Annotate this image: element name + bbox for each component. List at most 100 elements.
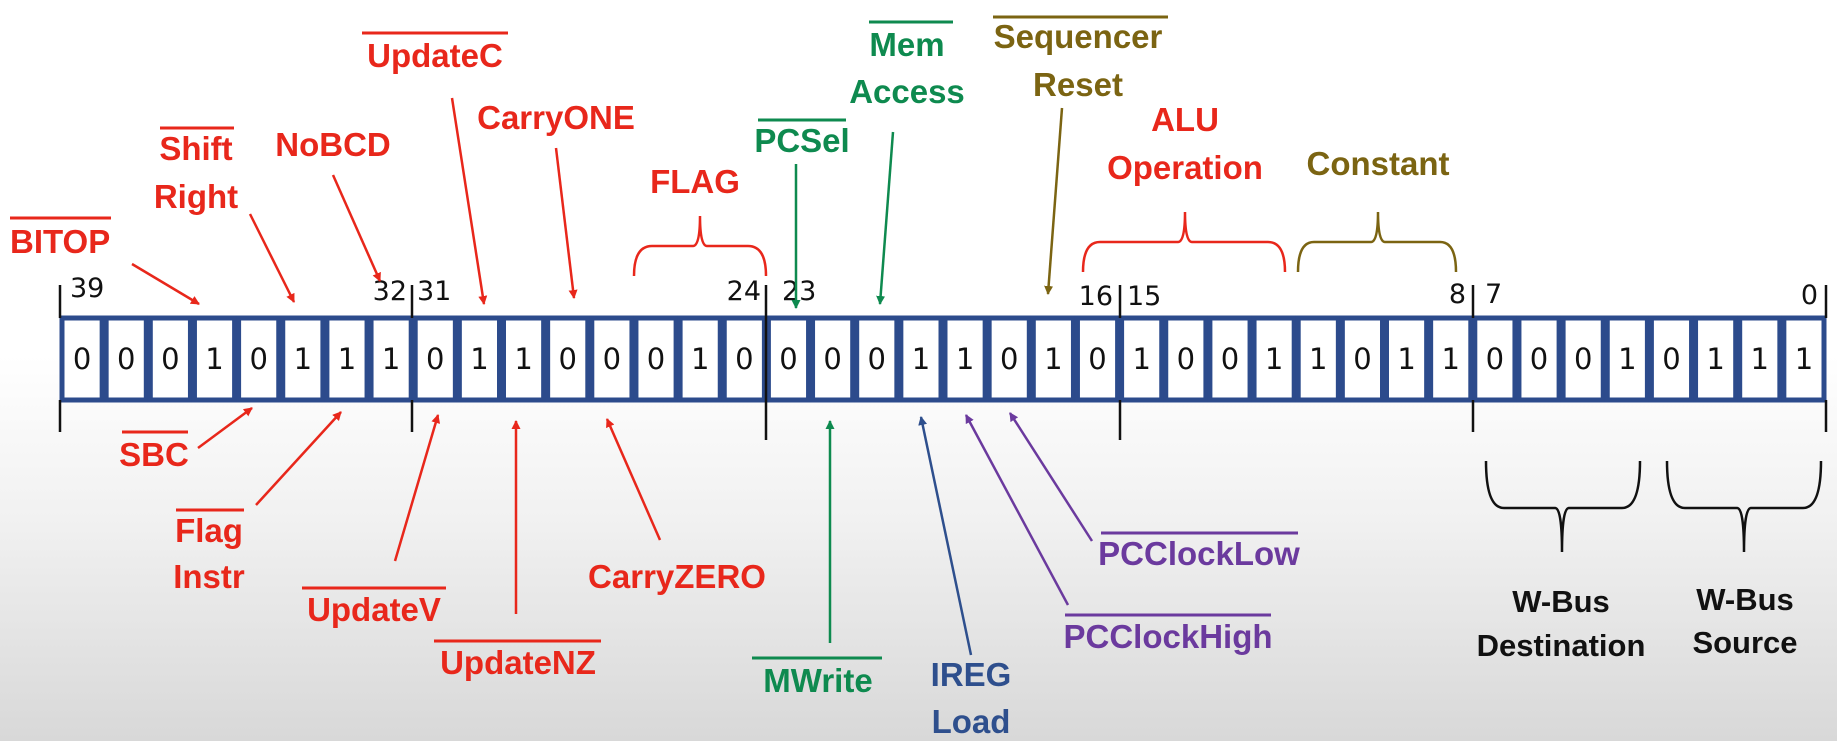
arrow-mem-access <box>876 131 895 305</box>
bit-number-32: 32 <box>373 276 407 307</box>
bit-number-39: 39 <box>70 273 104 304</box>
bit-cell-23 <box>765 315 812 403</box>
wbus-labels: W-Bus Destination W-Bus Source <box>1477 582 1798 663</box>
bit-value-19: 1 <box>956 342 974 376</box>
bit-cell-5 <box>1560 315 1606 403</box>
bit-cell-26 <box>633 315 679 403</box>
bit-value-4: 1 <box>1618 342 1636 376</box>
label-wbus-source-line1: W-Bus <box>1696 582 1794 617</box>
bit-cell-16 <box>1074 315 1121 403</box>
bit-value-13: 0 <box>1221 342 1239 376</box>
bit-cell-10 <box>1339 315 1385 403</box>
arrow-nobcd <box>331 174 382 282</box>
label-shift-right-line2: Right <box>154 178 238 215</box>
bit-index-numbers: 39 32 31 24 23 16 15 8 7 0 <box>70 273 1818 312</box>
bit-value-10: 0 <box>1353 342 1371 376</box>
label-updatev: UpdateV <box>307 591 441 628</box>
red-labels-bottom: SBC Flag Instr UpdateV UpdateNZ CarryZER… <box>119 430 766 681</box>
bit-value-11: 1 <box>1309 342 1327 376</box>
label-carryzero: CarryZERO <box>588 558 766 595</box>
label-carryone: CarryONE <box>477 99 635 136</box>
arrow-carryone <box>554 147 578 299</box>
label-flag: FLAG <box>650 163 740 200</box>
label-ireg-load-line2: Load <box>932 703 1011 740</box>
top-braces <box>632 211 1458 277</box>
bit-number-24: 24 <box>727 276 761 307</box>
bit-cell-30 <box>456 315 503 403</box>
bottom-arrows <box>197 406 1094 656</box>
bit-value-21: 0 <box>868 342 886 376</box>
bit-cell-1 <box>1737 315 1783 403</box>
brace-wbus-source <box>1665 460 1823 553</box>
bit-number-7: 7 <box>1485 279 1502 310</box>
bit-cell-27 <box>589 315 635 403</box>
label-alu-operation-line1: ALU <box>1151 101 1219 138</box>
label-mwrite: MWrite <box>763 662 872 699</box>
bit-cell-28 <box>545 315 591 403</box>
bit-cell-2 <box>1693 315 1739 403</box>
bit-number-16: 16 <box>1079 281 1113 312</box>
bit-value-18: 0 <box>1000 342 1018 376</box>
bit-value-25: 1 <box>691 342 709 376</box>
bit-value-16: 0 <box>1088 342 1106 376</box>
label-wbus-destination-line1: W-Bus <box>1512 584 1610 619</box>
bit-number-0: 0 <box>1801 280 1818 311</box>
brace-alu-operation <box>1081 211 1287 273</box>
bit-cell-36 <box>191 315 238 403</box>
label-sequencer-reset-line1: Sequencer <box>994 18 1163 55</box>
bit-value-39: 0 <box>73 342 91 376</box>
bit-cell-17 <box>1030 315 1076 403</box>
label-updatenz: UpdateNZ <box>440 644 596 681</box>
bit-cell-6 <box>1516 315 1562 403</box>
bit-value-34: 1 <box>294 342 312 376</box>
bit-value-22: 0 <box>823 342 841 376</box>
label-nobcd: NoBCD <box>275 126 390 163</box>
label-sbc: SBC <box>119 436 189 473</box>
arrow-sbc <box>197 406 253 450</box>
bit-value-0: 1 <box>1795 342 1813 376</box>
red-labels-top: BITOP Shift Right NoBCD UpdateC CarryONE… <box>10 31 1263 260</box>
bit-cell-11 <box>1295 315 1341 403</box>
bit-cell-3 <box>1648 315 1695 403</box>
label-mem-access-line1: Mem <box>869 26 944 63</box>
bit-value-15: 1 <box>1132 342 1150 376</box>
bit-value-9: 1 <box>1397 342 1415 376</box>
bit-value-23: 0 <box>779 342 797 376</box>
arrow-updatev <box>393 414 441 562</box>
color-labels-bottom: MWrite IREG Load PCClockHigh PCClockLow <box>752 531 1300 740</box>
bit-cell-13 <box>1207 315 1253 403</box>
arrow-updatec <box>450 97 488 305</box>
arrow-sequencer-reset <box>1044 107 1064 295</box>
arrow-pcclocklow <box>1008 412 1094 542</box>
arrow-shift-right <box>248 213 296 303</box>
bit-cell-21 <box>854 315 900 403</box>
bit-value-2: 1 <box>1706 342 1724 376</box>
bit-value-8: 1 <box>1441 342 1459 376</box>
bit-cell-37 <box>147 315 193 403</box>
green-olive-labels-top: PCSel Mem Access Sequencer Reset Constan… <box>754 15 1450 182</box>
bit-value-3: 0 <box>1662 342 1680 376</box>
label-wbus-destination-line2: Destination <box>1477 628 1646 663</box>
label-alu-operation-line2: Operation <box>1107 149 1263 186</box>
bit-number-8: 8 <box>1449 279 1466 310</box>
bit-cell-25 <box>677 315 723 403</box>
bit-value-14: 0 <box>1177 342 1195 376</box>
bit-value-33: 1 <box>338 342 356 376</box>
label-updatec: UpdateC <box>367 37 503 74</box>
bit-value-20: 1 <box>912 342 930 376</box>
bit-cell-24 <box>721 315 767 403</box>
bottom-braces <box>1484 460 1823 553</box>
bit-cell-4 <box>1604 315 1650 403</box>
arrow-ireg-load <box>918 416 973 656</box>
brace-flag <box>632 215 768 277</box>
bit-value-30: 1 <box>470 342 488 376</box>
arrow-carryzero <box>605 418 662 541</box>
bit-value-35: 0 <box>249 342 267 376</box>
bit-value-12: 1 <box>1265 342 1283 376</box>
bit-value-6: 0 <box>1530 342 1548 376</box>
bit-cell-38 <box>103 315 149 403</box>
label-shift-right-line1: Shift <box>159 130 232 167</box>
bit-number-15: 15 <box>1127 281 1161 312</box>
bit-cell-7 <box>1472 315 1518 403</box>
